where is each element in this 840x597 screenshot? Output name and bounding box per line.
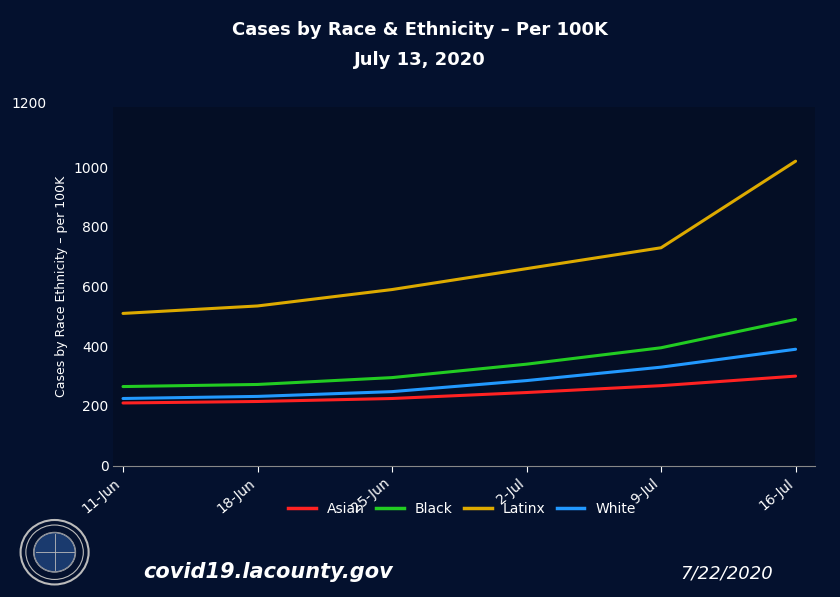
Text: July 13, 2020: July 13, 2020: [354, 51, 486, 69]
Text: 1200: 1200: [11, 97, 46, 112]
Text: covid19.lacounty.gov: covid19.lacounty.gov: [143, 562, 392, 582]
Y-axis label: Cases by Race Ethnicity – per 100K: Cases by Race Ethnicity – per 100K: [55, 176, 68, 397]
Circle shape: [34, 533, 75, 571]
Legend: Asian, Black, Latinx, White: Asian, Black, Latinx, White: [282, 496, 642, 521]
Text: 7/22/2020: 7/22/2020: [680, 564, 773, 582]
Text: Cases by Race & Ethnicity – Per 100K: Cases by Race & Ethnicity – Per 100K: [232, 21, 608, 39]
